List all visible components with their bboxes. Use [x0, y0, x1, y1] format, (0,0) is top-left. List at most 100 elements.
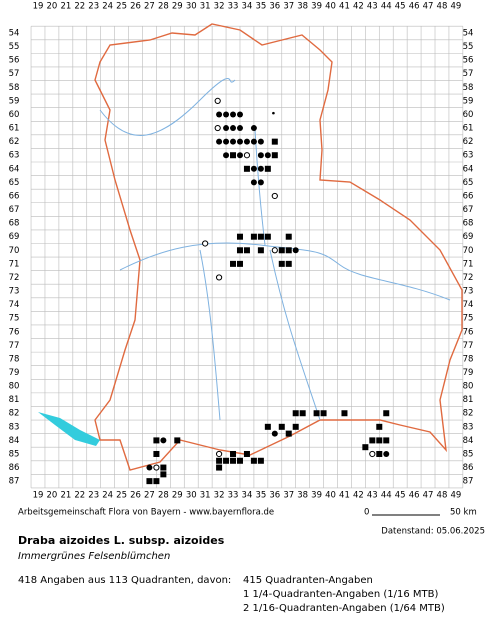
- column-label: 37: [283, 491, 294, 501]
- row-label: 76: [9, 327, 20, 337]
- summary-line: 415 Quadranten-Angaben: [243, 575, 373, 586]
- column-label: 39: [311, 2, 322, 12]
- record-dot: [223, 152, 230, 159]
- record-square: [264, 165, 271, 172]
- record-square: [292, 423, 299, 430]
- record-dot: [243, 138, 250, 145]
- record-dot: [236, 138, 243, 145]
- column-label: 31: [200, 491, 211, 501]
- row-label: 82: [463, 409, 474, 419]
- row-label: 77: [9, 341, 20, 351]
- row-label: 84: [463, 436, 474, 446]
- record-square: [376, 423, 383, 430]
- record-square: [376, 437, 383, 444]
- record-dot: [250, 125, 257, 132]
- record-dot: [292, 247, 299, 254]
- record-square: [264, 233, 271, 240]
- row-label: 82: [9, 409, 20, 419]
- record-dot: [223, 138, 230, 145]
- record-square: [257, 233, 264, 240]
- state-border: [94, 23, 463, 471]
- record-square: [223, 457, 230, 464]
- row-label: 66: [9, 191, 20, 201]
- record-square: [236, 260, 243, 267]
- row-label: 55: [9, 42, 20, 52]
- row-label: 57: [9, 69, 20, 79]
- column-label: 43: [367, 491, 378, 501]
- record-ring: [214, 124, 221, 132]
- record-square: [257, 457, 264, 464]
- row-label: 79: [9, 368, 20, 378]
- row-label: 73: [9, 287, 20, 297]
- column-label: 20: [47, 491, 58, 501]
- record-square: [320, 410, 327, 417]
- record-square: [230, 260, 237, 267]
- column-label: 41: [339, 2, 350, 12]
- column-label: 26: [130, 491, 141, 501]
- row-label: 67: [463, 205, 474, 215]
- record-ring: [202, 240, 209, 247]
- column-label: 49: [450, 491, 461, 501]
- row-label: 69: [9, 232, 20, 242]
- row-label: 83: [463, 422, 474, 432]
- row-label: 56: [463, 56, 474, 66]
- row-label: 68: [463, 219, 474, 229]
- row-label: 55: [463, 42, 474, 52]
- column-label: 24: [102, 2, 113, 12]
- record-square: [383, 410, 390, 417]
- column-label: 30: [186, 2, 197, 12]
- row-label: 69: [463, 232, 474, 242]
- column-label: 26: [130, 2, 141, 12]
- row-label: 54: [463, 29, 474, 39]
- record-square: [285, 430, 292, 437]
- record-dot: [230, 111, 237, 118]
- record-dot: [257, 165, 264, 172]
- summary-line: 2 1/16-Quadranten-Angaben (1/64 MTB): [243, 603, 445, 614]
- column-label: 21: [60, 491, 71, 501]
- row-label: 59: [463, 96, 474, 106]
- row-label: 65: [463, 178, 474, 188]
- record-square: [243, 165, 250, 172]
- column-label: 33: [228, 2, 239, 12]
- record-square: [271, 138, 278, 145]
- record-square: [230, 450, 237, 457]
- row-label: 80: [463, 382, 474, 392]
- row-label: 61: [9, 124, 20, 134]
- row-label: 58: [463, 83, 474, 93]
- species-name: Draba aizoides L. subsp. aizoides: [18, 534, 225, 547]
- record-dot: [257, 179, 264, 186]
- column-label: 22: [74, 491, 85, 501]
- record-dot: [250, 165, 257, 172]
- column-label: 22: [74, 2, 85, 12]
- column-label: 31: [200, 2, 211, 12]
- record-dot: [223, 125, 230, 132]
- column-label: 21: [60, 2, 71, 12]
- record-square: [243, 247, 250, 254]
- record-square: [216, 464, 223, 471]
- record-ring: [214, 97, 221, 105]
- column-label: 38: [297, 2, 308, 12]
- column-label: 37: [283, 2, 294, 12]
- column-label: 40: [325, 491, 336, 501]
- row-label: 81: [463, 395, 474, 405]
- column-label: 38: [297, 491, 308, 501]
- column-label: 25: [116, 2, 127, 12]
- column-label: 40: [325, 2, 336, 12]
- row-label: 61: [463, 124, 474, 134]
- record-ring: [271, 192, 278, 200]
- row-label: 87: [463, 477, 474, 487]
- record-square: [236, 233, 243, 240]
- row-label: 64: [463, 164, 474, 174]
- column-label: 20: [47, 2, 58, 12]
- column-label: 28: [158, 2, 169, 12]
- record-square: [153, 437, 160, 444]
- record-dot: [236, 125, 243, 132]
- column-label: 49: [450, 2, 461, 12]
- record-dot: [257, 138, 264, 145]
- record-square: [369, 437, 376, 444]
- record-dot: [230, 138, 237, 145]
- record-ring: [215, 450, 223, 458]
- record-dot: [250, 138, 257, 145]
